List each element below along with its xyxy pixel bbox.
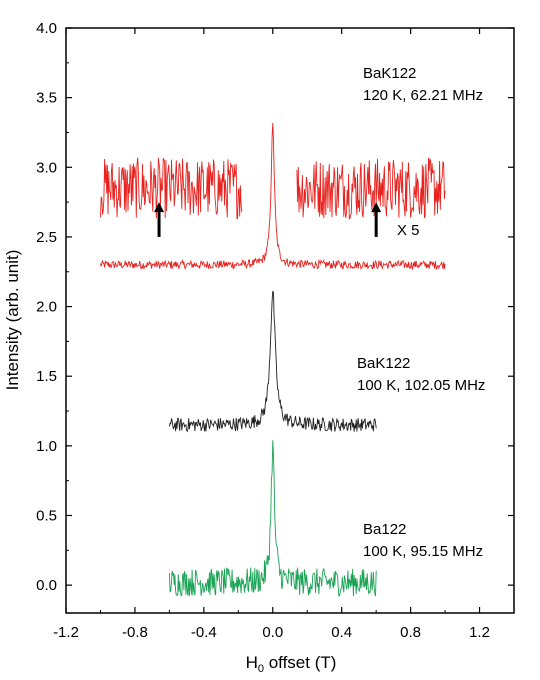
arrows xyxy=(154,202,382,237)
x-tick-label: 0.8 xyxy=(400,624,421,641)
green-series-label-2: 100 K, 95.15 MHz xyxy=(363,543,483,560)
black-series-label-2: 100 K, 102.05 MHz xyxy=(357,377,485,394)
y-tick-label: 2.0 xyxy=(36,299,57,316)
red-series-label-1: BaK122 xyxy=(363,65,416,82)
y-axis-title: Intensity (arb. unit) xyxy=(3,250,22,391)
x-axis: -1.2 -0.8 -0.4 0.0 0.4 0.8 1.2 xyxy=(53,28,490,641)
y-tick-label: 2.5 xyxy=(36,229,57,246)
y-tick-label: 1.5 xyxy=(36,368,57,385)
x-axis-title-main: H xyxy=(246,653,258,672)
red-series-label-2: 120 K, 62.21 MHz xyxy=(363,87,483,104)
y-tick-label: 1.0 xyxy=(36,438,57,455)
green-spectrum xyxy=(168,440,377,597)
magnification-arrow-head xyxy=(154,202,165,213)
black-spectrum xyxy=(168,290,377,433)
y-tick-label: 3.0 xyxy=(36,159,57,176)
x-axis-title-subscript: 0 xyxy=(258,663,264,675)
x-axis-title-rest: offset (T) xyxy=(264,653,336,672)
y-axis: 0.0 0.5 1.0 1.5 2.0 2.5 3.0 3.5 4.0 xyxy=(36,20,514,594)
magnification-arrow-head xyxy=(371,202,382,213)
red-spectrum xyxy=(100,122,446,271)
black-series-label-1: BaK122 xyxy=(357,355,410,372)
x-tick-label: -0.4 xyxy=(191,624,217,641)
red-magnified-wing-0 xyxy=(100,157,243,220)
series-layer xyxy=(100,122,446,597)
y-tick-label: 3.5 xyxy=(36,90,57,107)
y-tick-label: 0.0 xyxy=(36,577,57,594)
x-tick-label: 0.4 xyxy=(331,624,352,641)
x-tick-label: -0.8 xyxy=(122,624,148,641)
green-series-label-1: Ba122 xyxy=(363,521,406,538)
y-tick-label: 4.0 xyxy=(36,20,57,37)
magnification-label: X 5 xyxy=(397,222,420,239)
x-axis-title: H0 offset (T) xyxy=(246,653,337,675)
x-tick-label: 1.2 xyxy=(469,624,490,641)
y-tick-label: 0.5 xyxy=(36,508,57,525)
x-tick-label: 0.0 xyxy=(262,624,283,641)
plot-frame xyxy=(65,27,515,614)
red-magnified-wing-1 xyxy=(296,157,446,220)
x-tick-label: -1.2 xyxy=(53,624,79,641)
